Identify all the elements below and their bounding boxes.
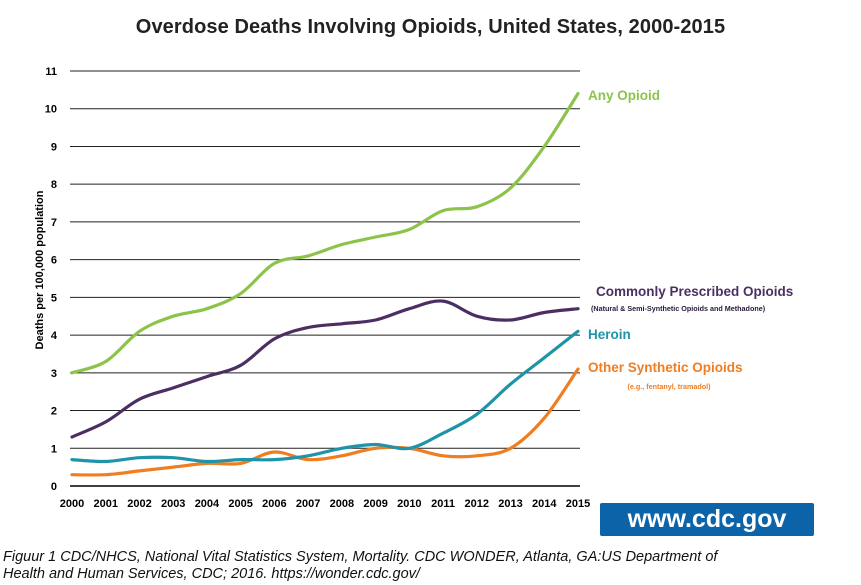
x-tick-label-2003: 2003 [161, 498, 185, 510]
y-tick-label-1: 1 [51, 443, 57, 455]
x-tick-label-2014: 2014 [532, 498, 557, 510]
grid-layer [70, 70, 580, 487]
x-tick-label-2013: 2013 [498, 498, 522, 510]
y-tick-label-10: 10 [45, 104, 57, 116]
y-tick-label-9: 9 [51, 141, 57, 153]
series-label-commonly-prescribed-opioids: Commonly Prescribed Opioids [596, 284, 793, 299]
caption-line-1: Figuur 1 CDC/NHCS, National Vital Statis… [3, 549, 718, 565]
x-tick-label-2004: 2004 [195, 498, 220, 510]
y-tick-label-2: 2 [51, 406, 57, 418]
y-tick-label-11: 11 [45, 66, 57, 78]
x-tick-label-2007: 2007 [296, 498, 320, 510]
series-note-commonly-prescribed-opioids: (Natural & Semi-Synthetic Opioids and Me… [591, 304, 766, 313]
y-tick-label-0: 0 [51, 481, 57, 493]
x-tick-label-2002: 2002 [127, 498, 151, 510]
x-tick-label-2015: 2015 [566, 498, 590, 510]
series-line-commonly-prescribed-opioids [70, 299, 580, 439]
caption-line-2: Health and Human Services, CDC; 2016. ht… [3, 566, 420, 582]
x-tick-label-2001: 2001 [93, 498, 117, 510]
y-tick-label-3: 3 [51, 368, 57, 380]
cdc-url-badge: www.cdc.gov [600, 503, 814, 536]
figure-caption: Figuur 1 CDC/NHCS, National Vital Statis… [3, 549, 861, 583]
y-tick-label-7: 7 [51, 217, 57, 229]
x-tick-label-2012: 2012 [465, 498, 489, 510]
series-label-heroin: Heroin [588, 327, 631, 342]
series-line-any-opioid [70, 92, 580, 375]
series-label-other-synthetic-opioids: Other Synthetic Opioids [588, 360, 743, 375]
y-tick-label-5: 5 [51, 292, 57, 304]
series-label-any-opioid: Any Opioid [588, 88, 660, 103]
series-note-other-synthetic-opioids: (e.g., fentanyl, tramadol) [627, 382, 711, 391]
y-tick-label-6: 6 [51, 255, 57, 267]
chart-title: Overdose Deaths Involving Opioids, Unite… [135, 16, 726, 38]
x-tick-label-2011: 2011 [431, 498, 455, 510]
x-tick-label-2006: 2006 [262, 498, 286, 510]
x-tick-label-2005: 2005 [228, 498, 252, 510]
y-tick-label-4: 4 [51, 330, 58, 342]
series-labels: Any Opioid Commonly Prescribed Opioids (Na… [588, 88, 793, 391]
series-lines [70, 92, 580, 477]
x-tick-label-2000: 2000 [60, 498, 84, 510]
y-tick-label-8: 8 [51, 179, 57, 191]
y-tick-labels: 0 1 2 3 4 5 6 7 8 9 10 11 [45, 66, 58, 493]
x-tick-label-2009: 2009 [363, 498, 387, 510]
series-line-other-synthetic-opioids [70, 367, 580, 477]
x-tick-labels: 2000 2001 2002 2003 2004 2005 2006 2007 2008 2009… [60, 498, 590, 510]
series-line-heroin [70, 329, 580, 464]
x-tick-label-2010: 2010 [397, 498, 421, 510]
x-tick-label-2008: 2008 [330, 498, 354, 510]
